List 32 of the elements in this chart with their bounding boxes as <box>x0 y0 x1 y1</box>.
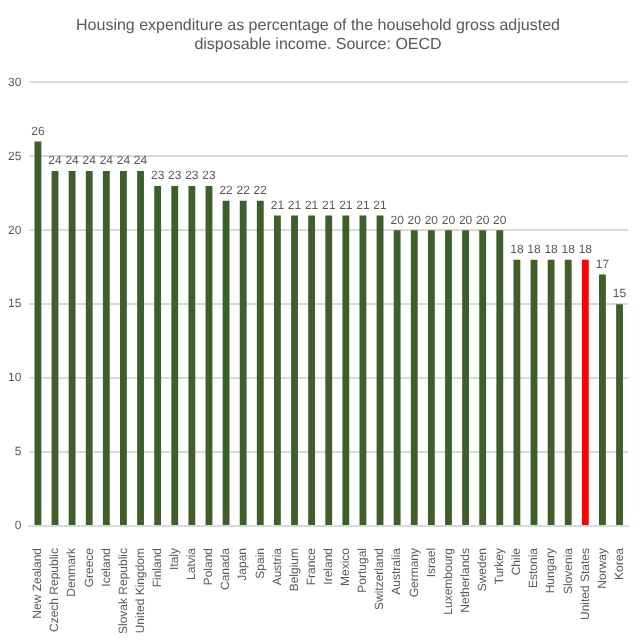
text: Housing expenditure as percentage of the household gross adjusted <box>76 16 560 35</box>
bar <box>137 171 144 525</box>
bar <box>154 185 162 525</box>
bar <box>34 141 42 525</box>
bar <box>222 200 230 525</box>
bar <box>325 215 333 525</box>
bar <box>410 230 418 525</box>
bar <box>308 215 316 525</box>
bar <box>496 230 504 525</box>
bar <box>273 215 281 525</box>
bar <box>85 171 93 525</box>
bar <box>445 230 452 525</box>
bar <box>427 230 435 525</box>
bar <box>256 200 264 525</box>
bar <box>188 185 196 525</box>
bar <box>513 259 521 525</box>
bar <box>102 171 110 525</box>
text: disposable income. Source: OECD <box>194 35 442 54</box>
bar <box>547 259 555 525</box>
bar <box>239 200 247 525</box>
bar <box>68 171 76 525</box>
bar <box>581 259 589 525</box>
bar <box>342 215 350 525</box>
bar <box>171 185 179 525</box>
bar <box>291 215 298 525</box>
bar <box>393 230 401 525</box>
bar <box>462 230 469 525</box>
bar <box>479 230 487 525</box>
bar <box>120 171 127 525</box>
bar <box>564 259 572 525</box>
bar <box>599 274 606 525</box>
bar <box>616 304 623 525</box>
